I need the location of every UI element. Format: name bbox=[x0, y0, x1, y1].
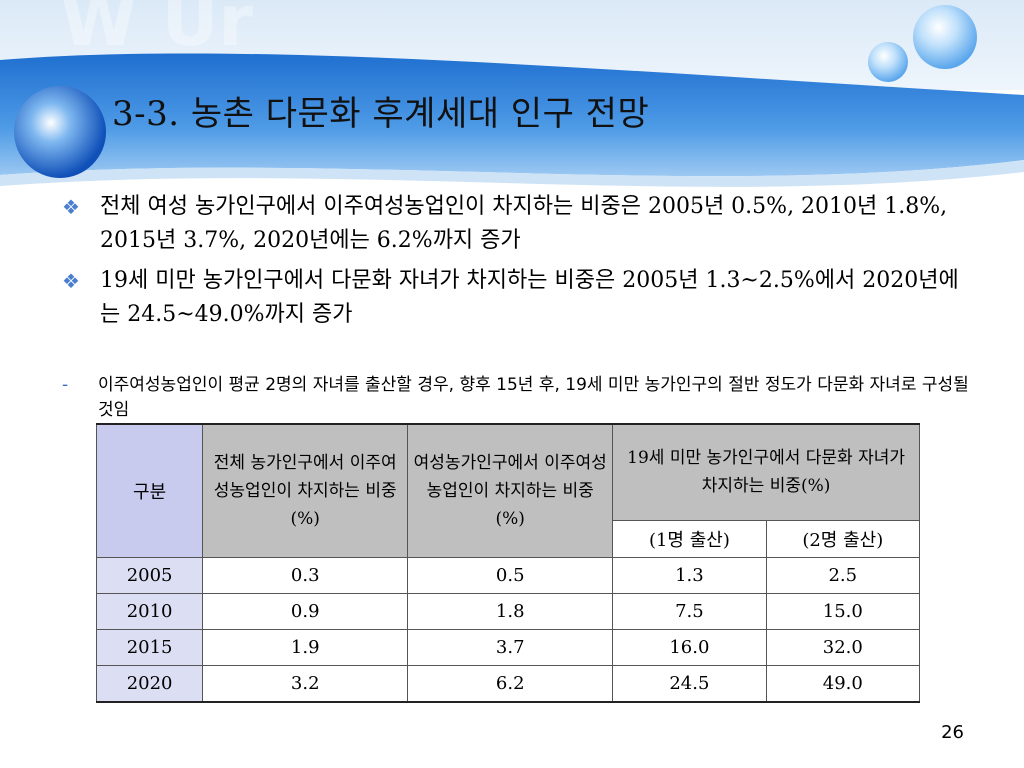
sub-note-text: 이주여성농업인이 평균 2명의 자녀를 출산할 경우, 향후 15년 후, 19… bbox=[98, 375, 969, 420]
page-number: 26 bbox=[941, 722, 964, 743]
header-category: 구분 bbox=[95, 423, 204, 558]
cell-two-children: 2.5 bbox=[765, 557, 921, 594]
row-year: 2005 bbox=[95, 557, 204, 594]
bullet-text: 19세 미만 농가인구에서 다문화 자녀가 차지하는 비중은 2005년 1.3… bbox=[100, 268, 959, 327]
header-two-children: (2명 출산) bbox=[765, 519, 921, 559]
population-table: 구분 전체 농가인구에서 이주여성농업인이 차지하는 비중(%) 여성농가인구에… bbox=[95, 422, 921, 703]
cell-female-ratio: 6.2 bbox=[407, 665, 614, 703]
slide-title: 3-3. 농촌 다문화 후계세대 인구 전망 bbox=[112, 94, 650, 134]
row-year: 2015 bbox=[95, 629, 204, 666]
header-child-ratio: 19세 미만 농가인구에서 다문화 자녀가 차지하는 비중(%) bbox=[612, 422, 920, 521]
row-year: 2010 bbox=[95, 593, 204, 630]
cell-female-ratio: 3.7 bbox=[407, 629, 614, 666]
sub-note: - 이주여성농업인이 평균 2명의 자녀를 출산할 경우, 향후 15년 후, … bbox=[62, 373, 978, 423]
cell-two-children: 32.0 bbox=[765, 629, 921, 666]
header-banner: W Ur 3-3. 농촌 다문화 후계세대 인구 전망 bbox=[0, 0, 1024, 200]
table-row: 2015 1.9 3.7 16.0 32.0 bbox=[95, 629, 921, 666]
svg-text:W Ur: W Ur bbox=[60, 0, 253, 62]
cell-one-child: 16.0 bbox=[612, 629, 767, 666]
cell-total-ratio: 0.9 bbox=[202, 593, 409, 630]
table-row: 2005 0.3 0.5 1.3 2.5 bbox=[95, 557, 921, 594]
cell-two-children: 15.0 bbox=[765, 593, 921, 630]
cell-one-child: 7.5 bbox=[612, 593, 767, 630]
header-one-child: (1명 출산) bbox=[612, 519, 767, 559]
diamond-bullet-icon: ❖ bbox=[62, 269, 80, 293]
bullet-item: ❖ 전체 여성 농가인구에서 이주여성농업인이 차지하는 비중은 2005년 0… bbox=[62, 190, 962, 258]
cell-two-children: 49.0 bbox=[765, 665, 921, 703]
orb-decoration-medium bbox=[913, 5, 977, 69]
orb-decoration-small bbox=[868, 42, 908, 82]
cell-female-ratio: 1.8 bbox=[407, 593, 614, 630]
cell-total-ratio: 1.9 bbox=[202, 629, 409, 666]
bullet-list: ❖ 전체 여성 농가인구에서 이주여성농업인이 차지하는 비중은 2005년 0… bbox=[62, 190, 962, 338]
bullet-text: 전체 여성 농가인구에서 이주여성농업인이 차지하는 비중은 2005년 0.5… bbox=[100, 194, 948, 253]
cell-total-ratio: 3.2 bbox=[202, 665, 409, 703]
dash-marker: - bbox=[62, 375, 69, 395]
header-female-ratio: 여성농가인구에서 이주여성농업인이 차지하는 비중(%) bbox=[407, 423, 614, 558]
cell-one-child: 24.5 bbox=[612, 665, 767, 703]
table-row: 2020 3.2 6.2 24.5 49.0 bbox=[95, 665, 921, 703]
diamond-bullet-icon: ❖ bbox=[62, 195, 80, 219]
cell-total-ratio: 0.3 bbox=[202, 557, 409, 594]
header-total-ratio: 전체 농가인구에서 이주여성농업인이 차지하는 비중(%) bbox=[202, 423, 409, 558]
cell-female-ratio: 0.5 bbox=[407, 557, 614, 594]
table-row: 2010 0.9 1.8 7.5 15.0 bbox=[95, 593, 921, 630]
header-background: W Ur bbox=[0, 0, 1024, 200]
bullet-item: ❖ 19세 미만 농가인구에서 다문화 자녀가 차지하는 비중은 2005년 1… bbox=[62, 264, 962, 332]
cell-one-child: 1.3 bbox=[612, 557, 767, 594]
orb-decoration-large bbox=[14, 86, 106, 178]
row-year: 2020 bbox=[95, 665, 204, 703]
